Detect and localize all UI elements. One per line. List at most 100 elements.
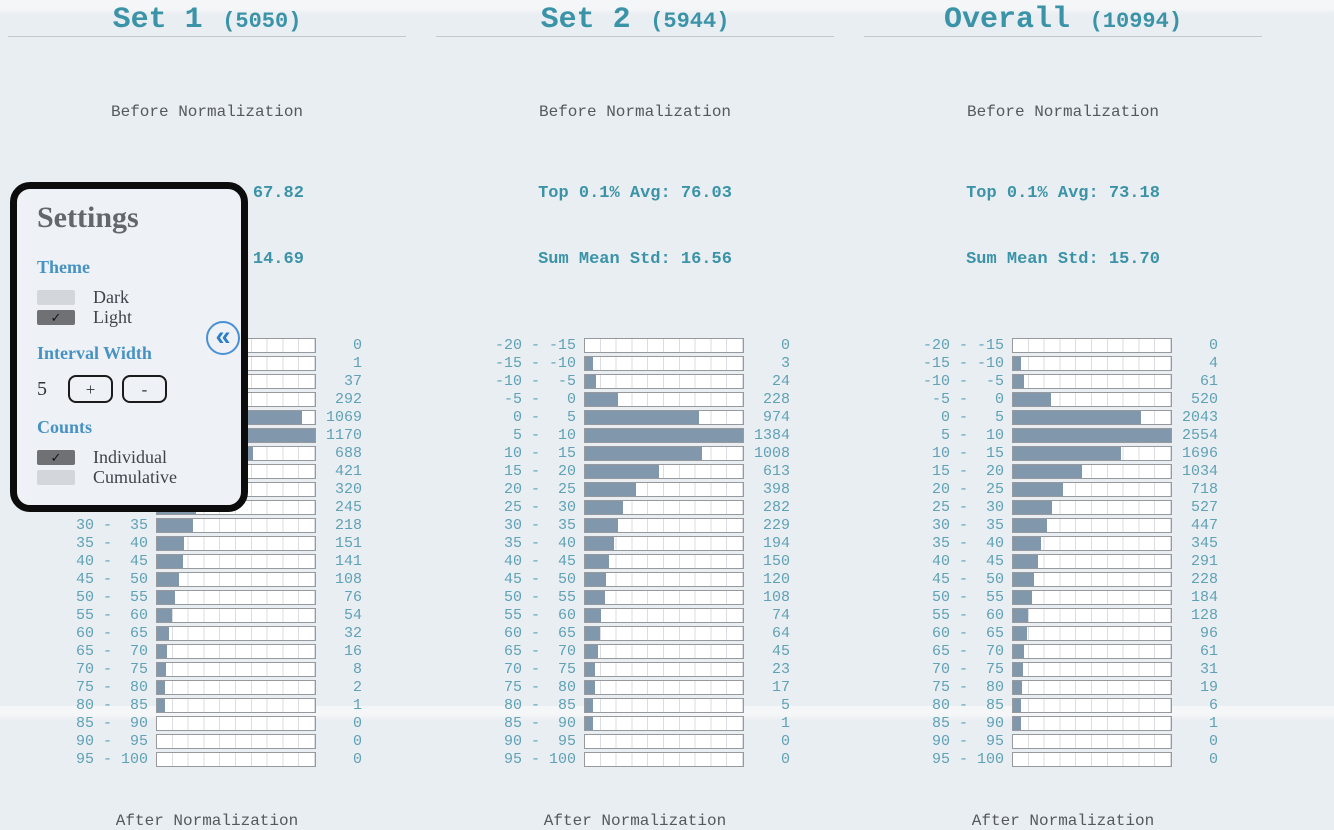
interval-label: 90 - 95 [922,732,1004,750]
count-value: 291 [1190,552,1218,570]
interval-label: -20 - -15 [494,336,576,354]
interval-width-section-header: Interval Width [37,343,152,363]
count-value: 54 [343,606,362,624]
histogram-bar-track [156,571,316,587]
histogram-bar-fill [1013,500,1052,514]
histogram-bar-track [584,391,744,407]
increase-interval-button[interactable]: + [68,375,113,403]
collapse-settings-button[interactable]: « [206,321,240,355]
histogram-bar-track [584,553,744,569]
histogram-row: -20 - -15 0 [436,336,834,354]
theme-option-dark: Dark [37,287,241,307]
count-value: 2 [352,678,362,696]
interval-label: 50 - 55 [922,588,1004,606]
histogram-bar-fill [157,662,166,676]
histogram-row: 90 - 95 0 [864,732,1262,750]
histogram-row: 80 - 85 1 [8,696,406,714]
count-value: 141 [334,552,362,570]
histogram-bar-track [584,409,744,425]
count-value: 1008 [753,444,790,462]
individual-checkbox[interactable]: ✓ [37,449,75,465]
histogram-bar-fill [1013,644,1025,658]
interval-label: 50 - 55 [66,588,148,606]
count-value: 31 [1199,660,1218,678]
histogram-bar-fill [585,590,605,604]
interval-label: -15 - -10 [922,354,1004,372]
histogram-bar-track [584,481,744,497]
histogram-bar-track [584,427,744,443]
interval-label: -10 - -5 [922,372,1004,390]
histogram-bar-fill [585,626,600,640]
histogram-bar-fill [157,590,175,604]
histogram-bar-track [584,661,744,677]
histogram-bar-track [156,535,316,551]
histogram-bar-fill [1013,464,1082,478]
count-value: 1170 [325,426,362,444]
after-normalization-label: After Normalization [115,812,299,830]
interval-width-value: 5 [37,377,47,400]
count-value: 4 [1208,354,1218,372]
histogram-row: -5 - 0 228 [436,390,834,408]
histogram-bar-track [1012,661,1172,677]
interval-label: 75 - 80 [494,678,576,696]
count-value: 0 [352,732,362,750]
histogram-bar-fill [1013,698,1022,712]
histogram-bar-track [156,625,316,641]
stats-block: Top 0.1% Avg: 76.03 Sum Mean Std: 16.56 [436,139,834,315]
histogram-bar-fill [1013,680,1023,694]
histogram-bar-track [584,697,744,713]
histogram-bar-track [1012,751,1172,767]
histogram-row: 70 - 75 8 [8,660,406,678]
histogram-row: 50 - 55 108 [436,588,834,606]
interval-label: -5 - 0 [922,390,1004,408]
histogram-row: -20 - -15 0 [864,336,1262,354]
count-value: 120 [762,570,790,588]
histogram-row: 30 - 35 218 [8,516,406,534]
histogram-row: 70 - 75 31 [864,660,1262,678]
count-value: 292 [334,390,362,408]
histogram-bar-fill [1013,374,1025,388]
histogram-row: 45 - 50 108 [8,570,406,588]
histogram-bar-track [584,589,744,605]
histogram-bar-track [584,499,744,515]
histogram-bar-track [1012,409,1172,425]
count-value: 1 [780,714,790,732]
histogram-bar-fill [1013,662,1023,676]
histogram-bar-track [584,355,744,371]
decrease-interval-button[interactable]: - [122,375,167,403]
interval-label: 45 - 50 [66,570,148,588]
cumulative-checkbox[interactable] [37,469,75,485]
histogram-bar-track [584,445,744,461]
histogram-bar-track [1012,643,1172,659]
column-header: Overall (10994) [864,0,1262,37]
histogram-row: 40 - 45 150 [436,552,834,570]
histogram-bar-track [1012,463,1172,479]
light-checkbox[interactable]: ✓ [37,309,75,325]
count-value: 96 [1199,624,1218,642]
interval-label: 25 - 30 [922,498,1004,516]
histogram-bar-fill [157,554,183,568]
interval-label: 35 - 40 [922,534,1004,552]
before-normalization-label: Before Normalization [538,103,732,121]
histogram-bar-fill [1013,356,1022,370]
interval-label: 75 - 80 [922,678,1004,696]
histogram-bar-fill [585,410,699,424]
histogram-row: 85 - 90 0 [8,714,406,732]
histogram-bar-track [584,643,744,659]
histogram-row: 55 - 60 74 [436,606,834,624]
interval-label: 5 - 10 [922,426,1004,444]
histogram-bar-track [584,535,744,551]
column-title: Set 2 [540,3,631,37]
count-value: 61 [1199,372,1218,390]
interval-label: 65 - 70 [494,642,576,660]
histogram-bar-fill [585,428,743,442]
histogram-row: 75 - 80 19 [864,678,1262,696]
histogram-row: 65 - 70 45 [436,642,834,660]
histogram-bar-track [156,715,316,731]
count-value: 345 [1190,534,1218,552]
histogram-bar-track [584,463,744,479]
histogram-bar-track [1012,499,1172,515]
histogram-bar-track [156,733,316,749]
light-label: Light [93,306,132,327]
dark-checkbox[interactable] [37,289,75,305]
